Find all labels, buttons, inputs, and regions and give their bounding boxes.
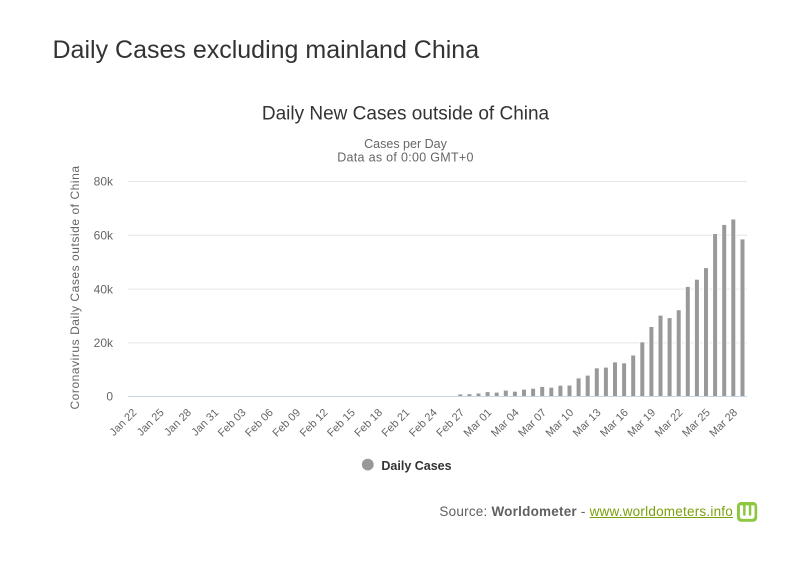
svg-text:Jan 31: Jan 31	[189, 407, 221, 439]
svg-text:Mar 25: Mar 25	[680, 407, 713, 440]
svg-text:Feb 12: Feb 12	[298, 407, 331, 440]
svg-text:Feb 15: Feb 15	[325, 407, 358, 440]
svg-text:Mar 16: Mar 16	[598, 407, 631, 440]
svg-text:20k: 20k	[94, 336, 114, 350]
svg-text:Mar 19: Mar 19	[625, 407, 658, 440]
svg-text:60k: 60k	[94, 229, 114, 243]
svg-text:Mar 04: Mar 04	[489, 407, 522, 440]
svg-text:Cases per Day: Cases per Day	[364, 137, 447, 151]
svg-text:Daily Cases: Daily Cases	[381, 459, 451, 473]
svg-text:Mar 22: Mar 22	[653, 407, 686, 440]
svg-text:Daily New Cases outside of Chi: Daily New Cases outside of China	[262, 104, 550, 125]
svg-text:40k: 40k	[94, 282, 114, 296]
svg-text:Coronavirus Daily Cases outsid: Coronavirus Daily Cases outside of China	[68, 165, 82, 409]
svg-text:Jan 25: Jan 25	[135, 407, 167, 439]
svg-text:Feb 18: Feb 18	[352, 407, 385, 440]
svg-text:80k: 80k	[94, 175, 114, 189]
svg-text:Feb 09: Feb 09	[270, 407, 303, 440]
svg-text:Feb 21: Feb 21	[380, 407, 413, 440]
svg-text:Feb 06: Feb 06	[243, 407, 276, 440]
svg-text:Jan 28: Jan 28	[162, 407, 194, 439]
svg-text:Data as of 0:00 GMT+0: Data as of 0:00 GMT+0	[337, 151, 474, 165]
svg-text:Feb 24: Feb 24	[407, 407, 440, 440]
svg-text:Mar 07: Mar 07	[516, 407, 549, 440]
svg-text:Jan 22: Jan 22	[108, 407, 140, 439]
svg-text:Feb 03: Feb 03	[216, 407, 249, 440]
svg-text:Feb 27: Feb 27	[434, 407, 467, 440]
svg-text:Mar 01: Mar 01	[462, 407, 495, 440]
svg-text:Mar 28: Mar 28	[707, 407, 740, 440]
svg-text:Mar 13: Mar 13	[571, 407, 604, 440]
svg-text:0: 0	[106, 390, 113, 404]
svg-text:Mar 10: Mar 10	[544, 407, 577, 440]
